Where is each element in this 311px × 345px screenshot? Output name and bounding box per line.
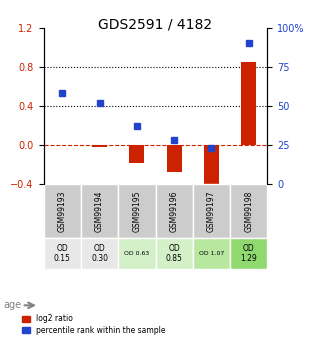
- FancyBboxPatch shape: [193, 238, 230, 269]
- Text: GSM99196: GSM99196: [170, 190, 179, 232]
- Bar: [204, 145, 219, 189]
- Bar: [241, 62, 256, 145]
- Text: OD
1.29: OD 1.29: [240, 244, 257, 263]
- Text: OD 1.07: OD 1.07: [199, 251, 224, 256]
- Text: OD 0.63: OD 0.63: [124, 251, 150, 256]
- Text: GSM99194: GSM99194: [95, 190, 104, 232]
- Text: OD
0.30: OD 0.30: [91, 244, 108, 263]
- Text: GDS2591 / 4182: GDS2591 / 4182: [99, 17, 212, 31]
- Bar: [167, 145, 182, 172]
- FancyBboxPatch shape: [193, 184, 230, 238]
- FancyBboxPatch shape: [156, 238, 193, 269]
- Text: GSM99193: GSM99193: [58, 190, 67, 232]
- FancyBboxPatch shape: [118, 184, 156, 238]
- FancyBboxPatch shape: [118, 238, 156, 269]
- FancyBboxPatch shape: [81, 238, 118, 269]
- Bar: [92, 145, 107, 147]
- Text: GSM99195: GSM99195: [132, 190, 141, 232]
- Text: GSM99197: GSM99197: [207, 190, 216, 232]
- Text: age: age: [3, 300, 21, 310]
- FancyBboxPatch shape: [81, 184, 118, 238]
- Bar: [129, 145, 144, 162]
- FancyBboxPatch shape: [44, 238, 81, 269]
- FancyBboxPatch shape: [230, 184, 267, 238]
- FancyBboxPatch shape: [44, 184, 81, 238]
- Text: OD
0.85: OD 0.85: [166, 244, 183, 263]
- Legend: log2 ratio, percentile rank within the sample: log2 ratio, percentile rank within the s…: [19, 311, 169, 338]
- Text: GSM99198: GSM99198: [244, 190, 253, 231]
- Text: OD
0.15: OD 0.15: [54, 244, 71, 263]
- FancyBboxPatch shape: [156, 184, 193, 238]
- FancyBboxPatch shape: [230, 238, 267, 269]
